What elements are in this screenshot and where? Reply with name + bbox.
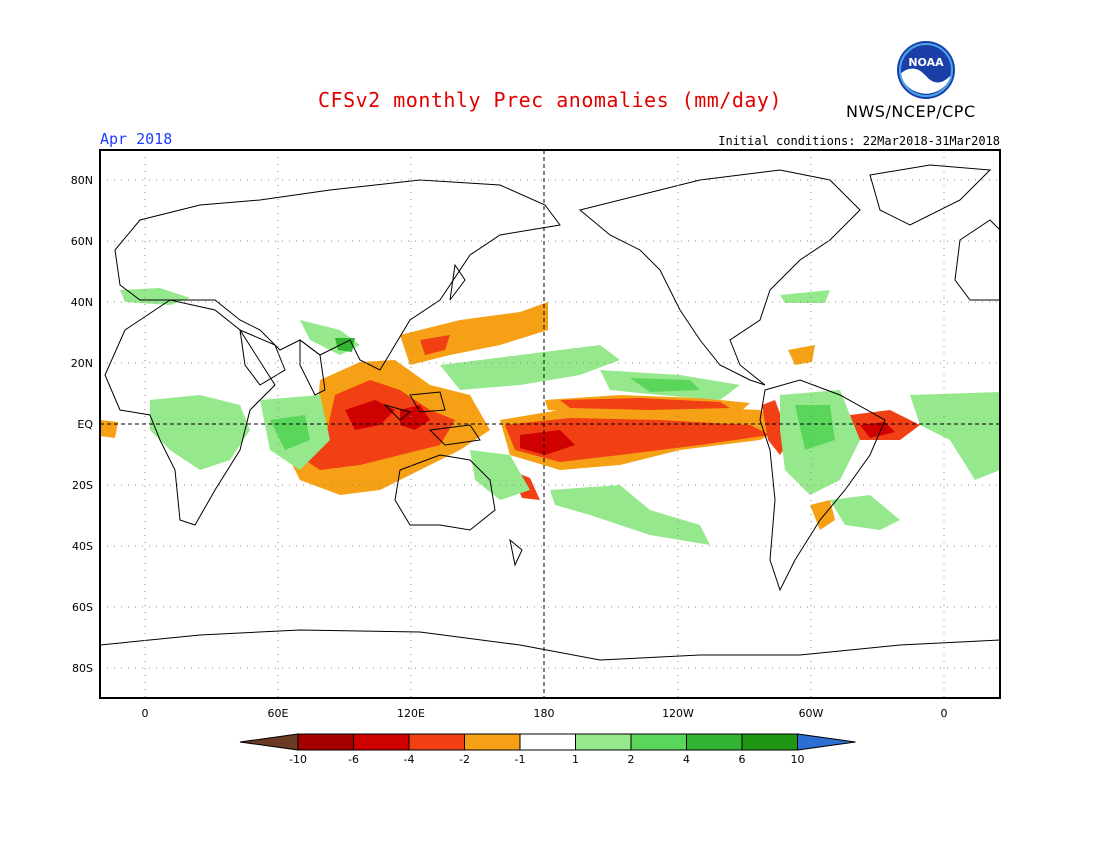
colorbar-label: -4	[404, 753, 415, 766]
coastlines	[100, 164, 1000, 698]
valid-month: Apr 2018	[100, 130, 173, 148]
dry-anomaly-region	[560, 398, 730, 410]
lat-label: 80N	[71, 174, 93, 187]
lat-label: 20N	[71, 357, 93, 370]
lat-label: 20S	[72, 479, 93, 492]
colorbar-label: 4	[683, 753, 690, 766]
lat-label: 80S	[72, 662, 93, 675]
wet-anomaly-region	[780, 290, 830, 303]
colorbar-bin	[741, 733, 798, 751]
dry-anomaly-region	[810, 500, 835, 530]
lon-label: 120E	[397, 707, 425, 720]
colorbar-label: -1	[515, 753, 526, 766]
lon-label: 60E	[268, 707, 289, 720]
reference-lines	[100, 150, 1000, 698]
wet-anomaly-region	[335, 338, 355, 352]
colorbar-label: -6	[348, 753, 359, 766]
noaa-logo: NOAA	[897, 41, 955, 99]
lon-label: 180	[534, 707, 555, 720]
wet-anomaly-region	[795, 405, 835, 450]
colorbar-bin	[575, 733, 632, 751]
initial-conditions: Initial conditions: 22Mar2018-31Mar2018	[718, 134, 1000, 148]
dry-anomaly-region	[860, 422, 895, 438]
colorbar-label: -2	[459, 753, 470, 766]
lat-label: 40N	[71, 296, 93, 309]
colorbar-max-arrow	[797, 733, 856, 751]
dry-anomaly-region	[100, 420, 118, 438]
dry-anomaly-region	[420, 335, 450, 355]
colorbar-bin	[686, 733, 743, 751]
dry-anomaly-region	[788, 345, 815, 365]
lat-label: EQ	[77, 418, 93, 431]
wet-anomaly-region	[910, 392, 1000, 480]
map-title: CFSv2 monthly Prec anomalies (mm/day)	[317, 88, 783, 112]
lon-label: 0	[142, 707, 149, 720]
wet-anomaly-region	[440, 345, 620, 390]
colorbar: -10 -6 -4 -2 -1 1 2 4 6 10	[239, 733, 856, 766]
agency-label: NWS/NCEP/CPC	[846, 102, 976, 121]
colorbar-bin	[519, 733, 576, 751]
lat-label: 40S	[72, 540, 93, 553]
colorbar-label: 6	[739, 753, 746, 766]
colorbar-bin	[630, 733, 687, 751]
lon-label: 120W	[662, 707, 694, 720]
dry-anomaly-region	[345, 400, 395, 430]
dry-anomaly-region	[520, 430, 575, 455]
colorbar-min-arrow	[239, 733, 299, 751]
colorbar-label: 2	[628, 753, 635, 766]
map-frame	[99, 149, 1001, 699]
lat-label: 60N	[71, 235, 93, 248]
wet-anomaly-region	[470, 450, 530, 500]
colorbar-bin	[353, 733, 410, 751]
colorbar-bin	[464, 733, 521, 751]
dry-anomaly-region	[505, 418, 770, 462]
colorbar-label: -10	[289, 753, 307, 766]
wet-anomaly-region	[630, 378, 700, 392]
wet-anomaly-region	[550, 485, 710, 545]
lon-label: 60W	[799, 707, 824, 720]
colorbar-bin	[297, 733, 354, 751]
lon-label: 0	[941, 707, 948, 720]
colorbar-bin	[408, 733, 465, 751]
logo-text: NOAA	[908, 56, 944, 69]
lat-label: 60S	[72, 601, 93, 614]
colorbar-label: 10	[791, 753, 805, 766]
wet-anomaly-region	[830, 495, 900, 530]
wet-anomaly-region	[150, 395, 250, 470]
colorbar-label: 1	[572, 753, 579, 766]
